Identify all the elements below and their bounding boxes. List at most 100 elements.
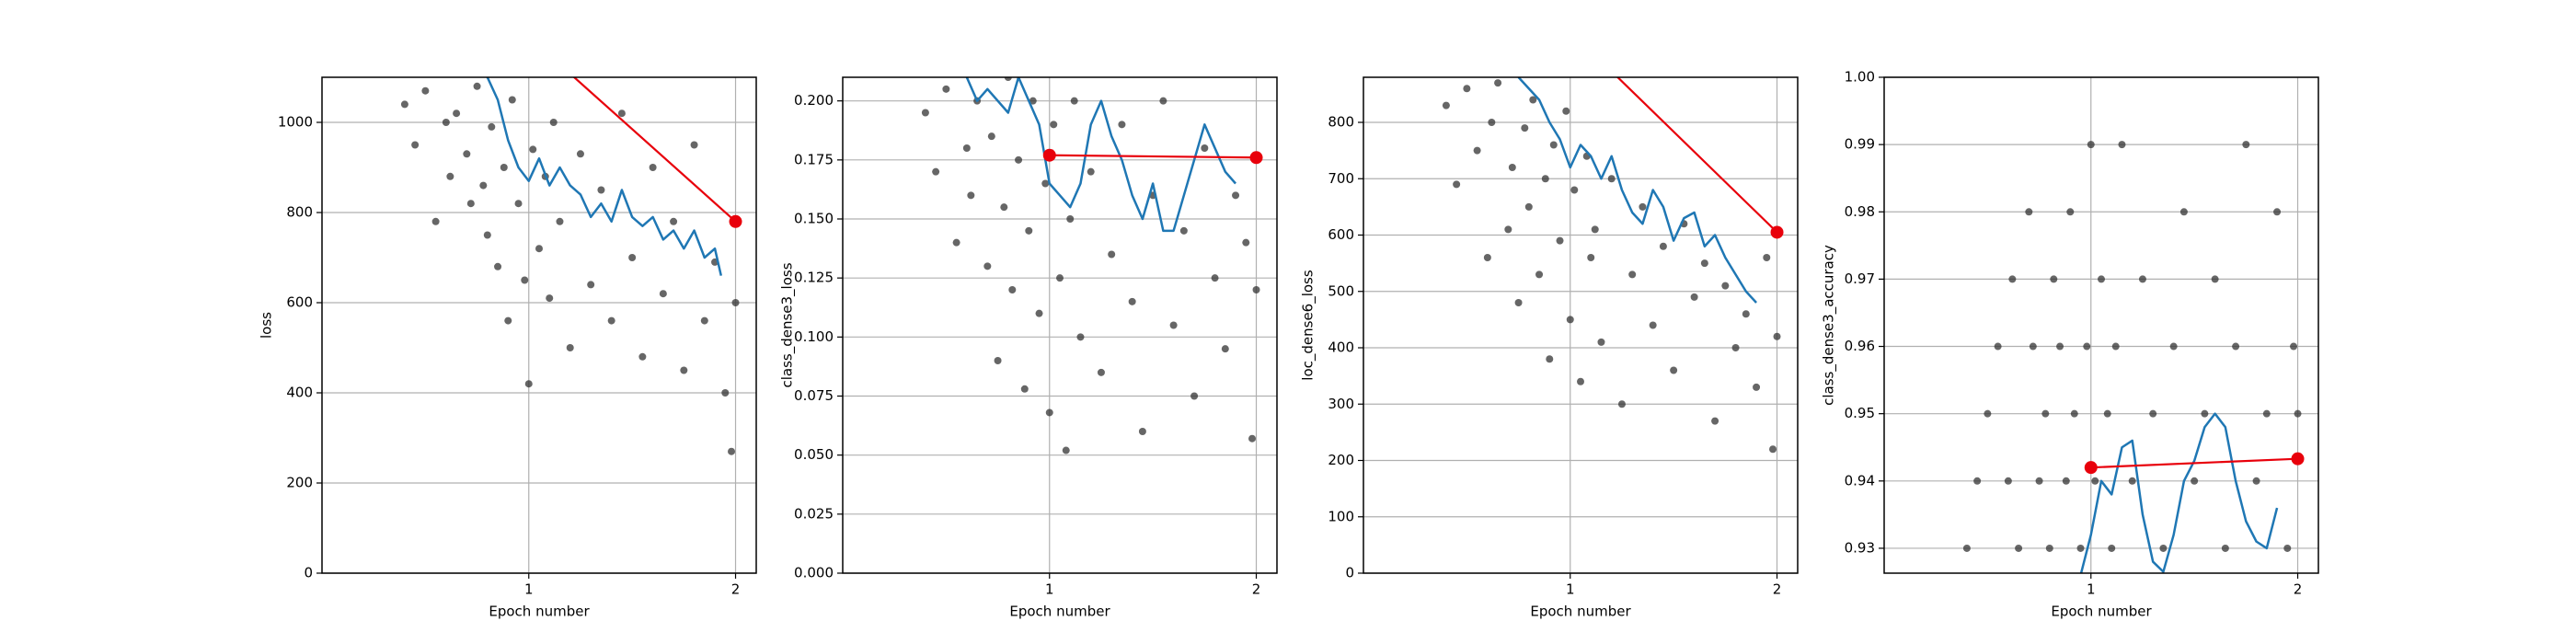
y-tick-label: 0.050 <box>794 446 834 463</box>
scatter-point <box>549 119 558 126</box>
scatter-point <box>2149 409 2157 418</box>
scatter-point <box>597 186 605 194</box>
scatter-point <box>721 389 730 397</box>
y-tick-label: 200 <box>1328 452 1354 468</box>
scatter-point <box>1008 286 1017 293</box>
y-tick-label: 800 <box>1328 114 1354 131</box>
y-tick-label: 600 <box>1328 226 1354 243</box>
x-tick-label: 1 <box>1045 581 1054 598</box>
y-tick-label: 0.000 <box>794 565 834 581</box>
scatter-point <box>1670 366 1678 374</box>
scatter-point <box>2062 477 2070 485</box>
subplot: 1 2 0.93 0.94 0.95 0.96 0.97 0.98 0.99 1.00 Epoch … <box>1821 69 2319 620</box>
scatter-point <box>2201 409 2209 418</box>
scatter-point <box>2242 141 2250 149</box>
y-tick-label: 0.200 <box>794 92 834 109</box>
scatter-point <box>2025 208 2033 216</box>
scatter-point <box>659 290 667 298</box>
x-tick-label: 1 <box>2087 581 2096 598</box>
scatter-point <box>2083 342 2091 351</box>
scatter-point <box>2191 477 2199 485</box>
scatter-point <box>566 344 574 351</box>
scatter-point <box>1721 282 1730 290</box>
smoothed-line <box>486 77 723 276</box>
epoch-mean-marker <box>2084 461 2098 475</box>
scatter-point <box>731 299 740 306</box>
scatter-point <box>1504 225 1512 234</box>
scatter-point <box>1128 297 1136 305</box>
scatter-point <box>2070 409 2078 418</box>
scatter-point <box>529 145 537 154</box>
scatter-point <box>504 316 512 325</box>
y-axis-label: class_dense3_loss <box>779 262 797 387</box>
epoch-mean-line <box>1049 154 1257 159</box>
smoothed-line <box>1517 77 1757 304</box>
x-axis-label: Epoch number <box>1009 604 1110 620</box>
scatter-point <box>1041 179 1050 188</box>
scatter-point <box>1035 309 1043 317</box>
scatter-point <box>983 262 992 270</box>
scatter-point <box>1108 250 1116 259</box>
scatter-point <box>473 82 481 90</box>
scatter-point <box>1211 274 1219 282</box>
y-tick-label: 600 <box>286 294 313 311</box>
scatter-point <box>952 238 960 247</box>
y-tick-label: 0.150 <box>794 211 834 227</box>
axes-frame <box>842 76 1278 574</box>
y-tick-label: 300 <box>1328 396 1354 412</box>
scatter-point <box>1020 385 1029 393</box>
y-tick-label: 1.00 <box>1845 69 1875 86</box>
scatter-point <box>1221 345 1229 353</box>
scatter-point <box>962 144 971 152</box>
scatter-point <box>2262 409 2271 418</box>
scatter-point <box>1050 121 1058 129</box>
scatter-point <box>1159 97 1167 105</box>
scatter-point <box>1248 434 1257 443</box>
scatter-point <box>921 109 929 117</box>
scatter-point <box>1029 97 1037 105</box>
scatter-point <box>1742 310 1750 318</box>
scatter-point <box>1087 167 1095 176</box>
scatter-point <box>2076 544 2085 552</box>
scatter-point <box>1076 333 1085 341</box>
scatter-point <box>2098 275 2105 283</box>
scatter-point <box>1773 332 1781 340</box>
scatter-point <box>628 254 637 261</box>
scatter-point <box>1763 254 1771 261</box>
epoch-mean-line <box>2090 457 2298 469</box>
scatter-point <box>680 366 688 374</box>
plot-area <box>400 77 742 455</box>
y-tick-label: 0.125 <box>794 270 834 286</box>
scatter-point <box>1549 141 1558 149</box>
scatter-point <box>1659 242 1667 250</box>
epoch-mean-marker <box>1042 148 1056 162</box>
y-tick-label: 0.97 <box>1845 270 1875 287</box>
scatter-point <box>494 262 502 270</box>
y-tick-label: 0 <box>1345 565 1354 581</box>
scatter-point <box>1056 274 1064 282</box>
scatter-point <box>932 167 940 176</box>
scatter-point <box>1639 202 1647 211</box>
plot-area <box>921 77 1263 454</box>
scatter-point <box>2008 275 2017 283</box>
y-tick-label: 0.100 <box>794 328 834 345</box>
x-tick-label: 2 <box>1773 581 1782 598</box>
scatter-point <box>1463 85 1471 93</box>
y-tick-label: 700 <box>1328 170 1354 187</box>
scatter-point <box>670 217 678 225</box>
scatter-point <box>1514 299 1523 306</box>
scatter-point <box>728 447 736 455</box>
scatter-point <box>1556 236 1564 245</box>
scatter-point <box>1070 97 1078 105</box>
scatter-point <box>1541 175 1549 183</box>
scatter-point <box>1587 254 1595 261</box>
scatter-point <box>421 86 430 95</box>
scatter-point <box>453 109 461 118</box>
scatter-point <box>479 181 488 190</box>
scatter-point <box>967 191 975 200</box>
scatter-point <box>690 141 698 149</box>
epoch-mean-marker <box>1770 225 1784 239</box>
scatter-point <box>2179 208 2188 216</box>
scatter-point <box>607 316 615 325</box>
